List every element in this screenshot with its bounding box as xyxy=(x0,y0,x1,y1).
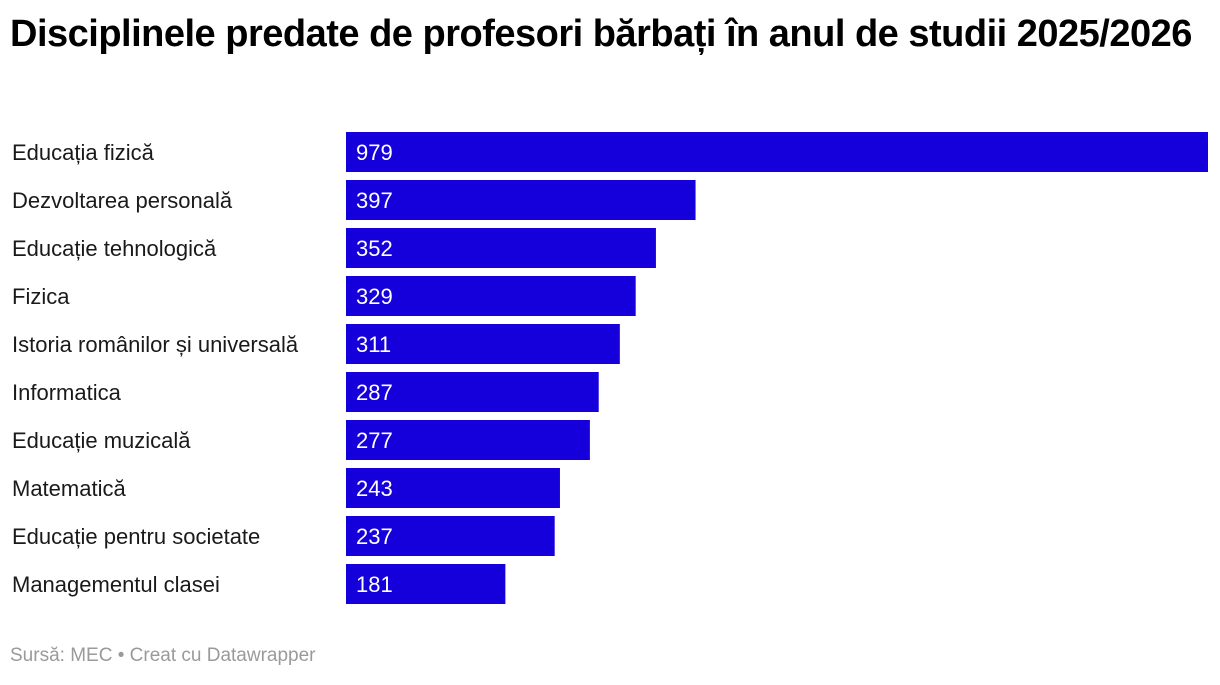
source-text: Sursă: MEC xyxy=(10,645,113,666)
bar xyxy=(346,468,560,508)
category-label: Dezvoltarea personală xyxy=(12,188,233,213)
chart-title: Disciplinele predate de profesori bărbaț… xyxy=(10,13,1192,55)
bar xyxy=(346,324,620,364)
category-label: Matematică xyxy=(12,476,126,501)
bar xyxy=(346,420,590,460)
value-label: 181 xyxy=(356,572,393,597)
bar xyxy=(346,372,599,412)
value-label: 397 xyxy=(356,188,393,213)
chart-footer: Sursă: MEC • Creat cu Datawrapper xyxy=(10,645,316,667)
bar xyxy=(346,132,1208,172)
value-label: 243 xyxy=(356,476,393,501)
value-label: 287 xyxy=(356,380,393,405)
category-label: Managementul clasei xyxy=(12,572,220,597)
bar-row: Fizica 329 xyxy=(12,276,636,316)
bar-row: Educație muzicală 277 xyxy=(12,420,590,460)
bar-row: Istoria românilor și universală 311 xyxy=(12,324,620,364)
bar-row: Educația fizică 979 xyxy=(12,132,1208,172)
bar xyxy=(346,180,696,220)
value-label: 237 xyxy=(356,524,393,549)
bar xyxy=(346,276,636,316)
bar-row: Dezvoltarea personală 397 xyxy=(12,180,696,220)
value-label: 352 xyxy=(356,236,393,261)
bar-row: Educație pentru societate 237 xyxy=(12,516,555,556)
credit-text: Creat cu Datawrapper xyxy=(129,645,316,666)
bar-row: Matematică 243 xyxy=(12,468,560,508)
category-label: Fizica xyxy=(12,284,70,309)
category-label: Educație muzicală xyxy=(12,428,191,453)
footer-separator: • xyxy=(117,645,125,666)
bar-row: Managementul clasei 181 xyxy=(12,564,506,604)
category-label: Educația fizică xyxy=(12,140,155,165)
value-label: 979 xyxy=(356,140,393,165)
category-label: Istoria românilor și universală xyxy=(12,332,299,357)
bar-row: Educație tehnologică 352 xyxy=(12,228,656,268)
value-label: 311 xyxy=(356,332,391,357)
category-label: Educație pentru societate xyxy=(12,524,260,549)
category-label: Informatica xyxy=(12,380,122,405)
category-label: Educație tehnologică xyxy=(12,236,217,261)
bar xyxy=(346,564,506,604)
value-label: 277 xyxy=(356,428,393,453)
value-label: 329 xyxy=(356,284,393,309)
bar-row: Informatica 287 xyxy=(12,372,599,412)
bar xyxy=(346,228,656,268)
bar xyxy=(346,516,555,556)
